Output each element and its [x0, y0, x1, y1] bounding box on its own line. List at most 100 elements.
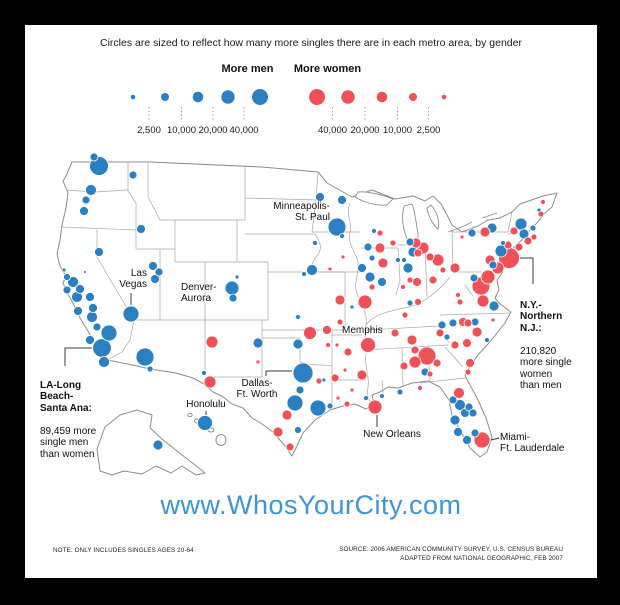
- metro-bubble-more-men: [252, 337, 264, 349]
- label-denver-aurora: Denver- Aurora: [181, 282, 217, 304]
- us-map: [56, 152, 558, 476]
- metro-bubbles: [61, 152, 546, 452]
- metro-bubble-more-women: [376, 229, 384, 237]
- legend-tick-label: 10,000: [167, 125, 196, 136]
- watermark-url: www.WhosYourCity.com: [160, 490, 462, 520]
- metro-bubble-more-men: [122, 305, 140, 323]
- infographic-canvas: Circles are sized to reflect how many mo…: [25, 25, 597, 578]
- footnote-note: NOTE: ONLY INCLUDES SINGLES AGES 20-64: [53, 547, 194, 554]
- metro-bubble-more-men: [468, 408, 478, 418]
- metro-bubble-more-men: [286, 394, 304, 412]
- metro-bubble-more-women: [413, 248, 423, 258]
- legend-circle-women: [441, 94, 447, 100]
- metro-bubble-more-men: [443, 333, 451, 341]
- metro-bubble-more-men: [449, 414, 461, 426]
- annotation-ny-value: 210,820 more single women than men: [520, 345, 572, 392]
- label-las-vegas: Las Vegas: [119, 268, 147, 290]
- metro-bubble-more-men: [484, 337, 490, 343]
- metro-bubble-more-men: [529, 224, 537, 232]
- metro-bubble-more-men: [154, 267, 164, 277]
- metro-bubble-more-men: [309, 399, 327, 417]
- metro-bubble-more-women: [203, 375, 217, 389]
- annotation-ny-northern-nj: N.Y.- Northern N.J.: 210,820 more single…: [520, 288, 595, 403]
- metro-bubble-more-men: [470, 428, 480, 438]
- footnote-source: SOURCE: 2006 AMERICAN COMMUNITY SURVEY, …: [339, 546, 563, 562]
- metro-bubble-more-women: [327, 266, 333, 272]
- metro-bubble-more-women: [330, 373, 340, 383]
- metro-bubble-more-men: [377, 277, 387, 287]
- metro-bubble-more-women: [514, 242, 524, 252]
- metro-bubble-more-men: [88, 303, 98, 313]
- metro-bubble-more-men: [371, 228, 377, 234]
- metro-bubble-more-men: [292, 338, 304, 350]
- metro-bubble-more-women: [285, 442, 295, 452]
- metro-bubble-more-women: [465, 358, 475, 368]
- metro-bubble-more-men: [402, 262, 414, 274]
- metro-bubble-more-women: [425, 252, 435, 262]
- legend-more-women-label: More women: [293, 63, 362, 75]
- legend-circle-women: [341, 90, 355, 104]
- metro-bubble-more-women: [432, 358, 442, 368]
- label-honolulu: Honolulu: [186, 399, 226, 410]
- legend-circle-men: [192, 91, 204, 103]
- label-memphis: Memphis: [342, 325, 383, 336]
- metro-bubble-more-women: [406, 276, 414, 284]
- metro-bubble-more-women: [480, 269, 496, 285]
- metro-bubble-more-men: [500, 240, 506, 246]
- metro-bubble-more-men: [136, 224, 146, 234]
- legend-circle-women: [376, 91, 388, 103]
- metro-bubble-more-women: [459, 234, 465, 240]
- metro-bubble-more-women: [389, 239, 397, 247]
- metro-bubble-more-men: [448, 395, 458, 405]
- metro-bubble-more-men: [146, 365, 154, 373]
- metro-bubble-more-men: [100, 324, 118, 342]
- metro-bubble-more-men: [89, 152, 99, 162]
- metro-bubble-more-women: [509, 226, 519, 236]
- metro-bubble-more-women: [325, 342, 331, 348]
- metro-bubble-more-men: [326, 402, 334, 410]
- metro-bubble-more-women: [456, 298, 464, 306]
- metro-bubble-more-men: [321, 377, 327, 383]
- metro-bubble-more-men: [518, 228, 530, 240]
- metro-bubble-more-men: [357, 263, 367, 273]
- metro-bubble-more-men: [75, 284, 85, 294]
- legend-circle-men: [221, 90, 235, 104]
- metro-bubble-more-men: [406, 299, 414, 307]
- metro-bubble-more-women: [471, 326, 483, 338]
- metro-bubble-more-men: [86, 311, 98, 323]
- metro-bubble-more-men: [67, 276, 79, 288]
- label-new-orleans: New Orleans: [363, 429, 421, 440]
- metro-bubble-more-men: [73, 306, 83, 316]
- label-minneapolis-st-paul: Minneapolis- St. Paul: [273, 201, 330, 223]
- metro-bubble-more-women: [374, 242, 386, 254]
- metro-bubble-more-men: [363, 395, 369, 401]
- metro-bubble-more-women: [523, 236, 533, 246]
- metro-bubble-more-women: [417, 346, 437, 366]
- annotation-ny-title: N.Y.- Northern N.J.:: [520, 299, 563, 334]
- metro-bubble-more-men: [63, 273, 71, 281]
- metro-bubble-more-women: [340, 254, 346, 260]
- metro-bubble-more-men: [98, 356, 110, 368]
- metro-bubble-more-women: [377, 257, 389, 269]
- metro-bubble-more-women: [343, 347, 353, 357]
- legend-tick-label: 20,000: [350, 125, 379, 136]
- metro-bubble-more-men: [135, 347, 155, 367]
- metro-bubble-more-women: [336, 318, 344, 326]
- metro-bubble-more-men: [150, 274, 160, 284]
- metro-bubble-more-women: [349, 387, 355, 393]
- metro-bubble-more-men: [197, 415, 213, 431]
- metro-bubble-more-men: [462, 435, 472, 445]
- metro-bubble-more-women: [490, 317, 496, 323]
- metro-bubble-more-men: [301, 271, 307, 277]
- metro-bubble-more-women: [356, 369, 368, 381]
- metro-bubble-more-men: [79, 206, 89, 216]
- metro-bubble-more-men: [437, 320, 447, 330]
- metro-bubble-more-women: [462, 338, 472, 348]
- leader-lines: [64, 257, 534, 441]
- metro-bubble-more-women: [343, 400, 351, 408]
- metro-bubble-more-women: [368, 283, 376, 291]
- legend-size-scale: 2,500 10,000 20,000 40,000 40,000 20,000 10,00…: [130, 89, 447, 136]
- metro-bubble-more-men: [294, 426, 302, 434]
- metro-bubble-more-men: [295, 314, 301, 320]
